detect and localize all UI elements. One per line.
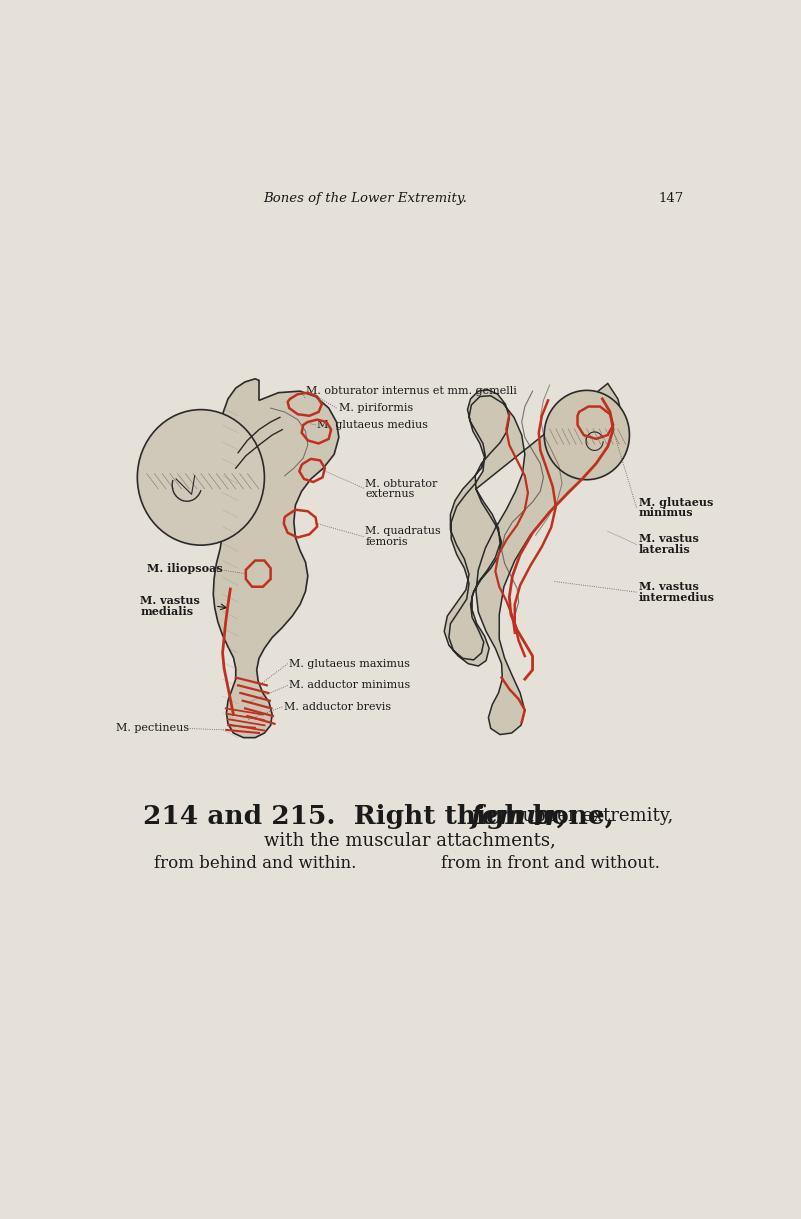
Text: M. glutaeus: M. glutaeus [638,496,713,507]
Ellipse shape [544,390,630,480]
Text: M. glutaeus maximus: M. glutaeus maximus [289,658,410,669]
Text: 147: 147 [658,193,683,205]
Text: M. piriformis: M. piriformis [339,403,413,413]
Text: M. obturator: M. obturator [365,479,437,489]
Text: M. quadratus: M. quadratus [365,527,441,536]
Text: M. iliopsoas: M. iliopsoas [147,563,223,574]
Text: M. pectineus: M. pectineus [115,723,189,733]
Text: from in front and without.: from in front and without. [441,856,660,873]
Text: Bones of the Lower Extremity.: Bones of the Lower Extremity. [263,193,467,205]
Text: M. adductor brevis: M. adductor brevis [284,702,391,712]
Text: M. vastus: M. vastus [140,595,200,606]
Text: M. vastus: M. vastus [638,581,698,592]
Text: from behind and within.: from behind and within. [155,856,356,873]
Text: M. adductor minimus: M. adductor minimus [289,680,410,690]
Text: femoris: femoris [365,538,408,547]
Text: 214 and 215.  Right thigh bone,: 214 and 215. Right thigh bone, [143,803,623,829]
Text: minimus: minimus [638,507,694,518]
Text: M. glutaeus medius: M. glutaeus medius [317,421,428,430]
Text: intermedius: intermedius [638,592,714,603]
Text: M. obturator internus et mm. gemelli: M. obturator internus et mm. gemelli [305,386,517,396]
Text: medialis: medialis [140,606,194,617]
Text: lateralis: lateralis [638,544,690,556]
Polygon shape [445,384,622,735]
Polygon shape [213,379,339,737]
Text: with the muscular attachments,: with the muscular attachments, [264,831,556,850]
Text: M. vastus: M. vastus [638,534,698,545]
Text: upper extremity,: upper extremity, [511,807,673,825]
Ellipse shape [137,410,264,545]
Text: externus: externus [365,489,415,500]
Text: femur,: femur, [470,803,567,829]
